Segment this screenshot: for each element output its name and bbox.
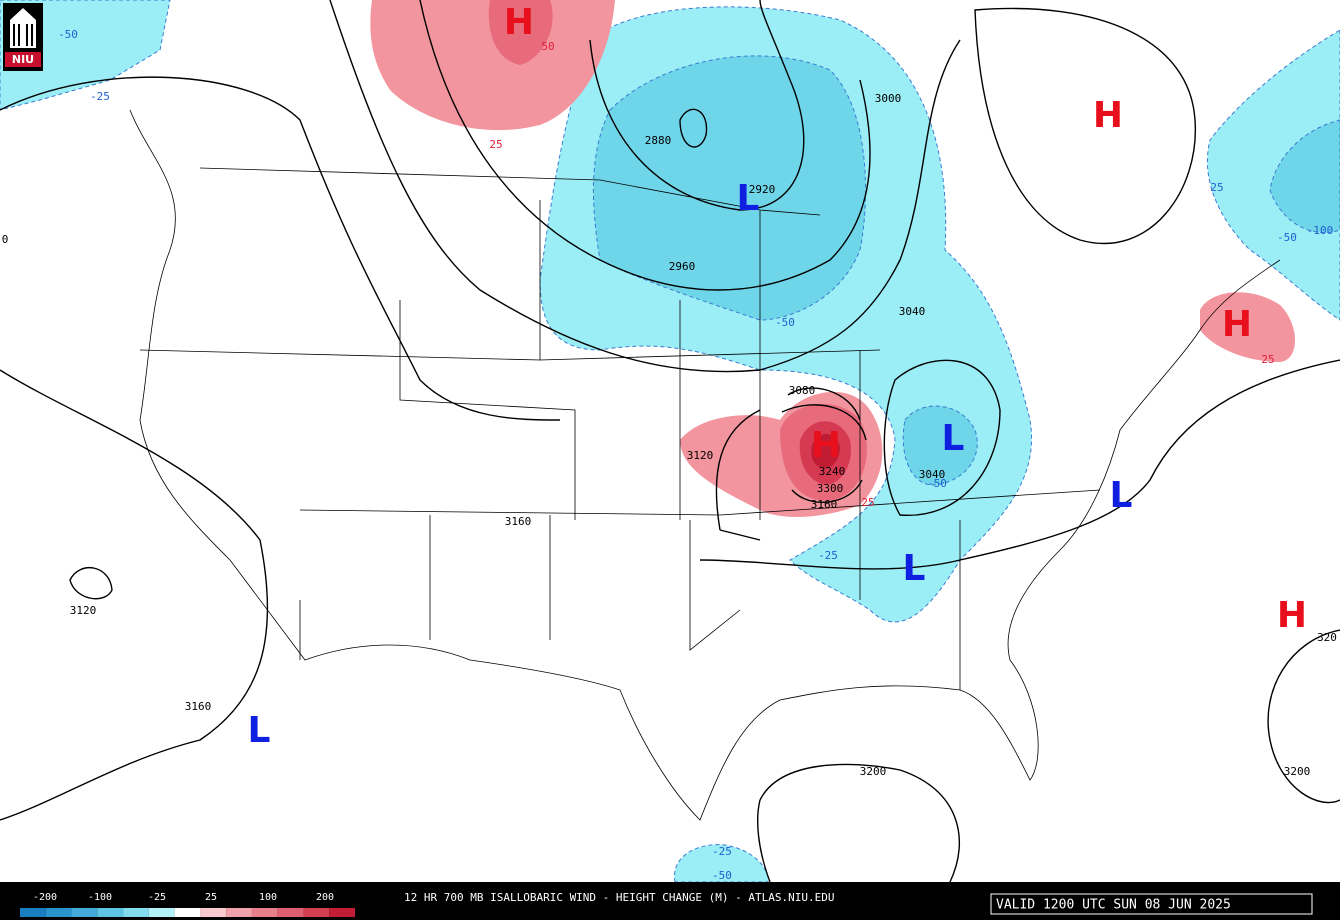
legend-swatch [45, 908, 72, 917]
map-labels: H H H H H L L L L L 2880 2920 2960 3000 3040 3040 3080 31… [2, 2, 1337, 882]
height-contour-label: 3120 [70, 604, 97, 617]
legend-label: -25 [148, 892, 166, 903]
legend-swatch [20, 908, 46, 917]
legend-label: 200 [316, 892, 334, 903]
valid-box [990, 893, 1313, 915]
height-contour-label: 3160 [185, 700, 212, 713]
legend-label: 100 [259, 892, 277, 903]
height-contour-label: 3160 [505, 515, 532, 528]
height-contour-label: 320 [1317, 631, 1337, 644]
legend-swatch [277, 908, 304, 917]
logo-text: NIU [12, 53, 34, 66]
color-legend: -200 -100 -25 25 100 200 [20, 892, 355, 917]
height-change-label: -25 [818, 549, 838, 562]
height-rise-shading [370, 0, 1295, 517]
height-contour-label: 3080 [789, 384, 816, 397]
legend-swatch [303, 908, 330, 917]
height-contour-label: 3040 [899, 305, 926, 318]
height-change-label: 25 [1210, 181, 1223, 194]
boundaries [129, 109, 1281, 821]
legend-swatch [226, 908, 252, 917]
legend-label: 25 [205, 892, 217, 903]
legend-swatch [251, 908, 278, 917]
height-change-label: 25 [1261, 353, 1274, 366]
legend-swatch [148, 908, 175, 917]
pressure-center: L [942, 418, 965, 459]
legend-swatch [200, 908, 227, 917]
height-contour-label: 3300 [817, 482, 844, 495]
height-change-label: 25 [861, 496, 874, 509]
legend-swatch [329, 908, 355, 917]
pressure-center: H [1222, 304, 1252, 345]
height-contour-label: 0 [2, 233, 9, 246]
height-change-label: -25 [712, 845, 732, 858]
height-contours [0, 0, 1340, 883]
pressure-center: L [737, 178, 760, 219]
height-fall-shading [0, 0, 1340, 883]
height-change-label: -50 [927, 477, 947, 490]
height-contour-label: 3240 [819, 465, 846, 478]
pressure-center: H [1093, 95, 1123, 136]
height-change-label: -50 [712, 869, 732, 882]
height-change-label: 50 [541, 40, 554, 53]
height-contour-label: 3200 [1284, 765, 1311, 778]
legend-label: -100 [88, 892, 112, 903]
legend-swatch [123, 908, 149, 917]
legend-label: -200 [33, 892, 57, 903]
height-change-label: -50 [1277, 231, 1297, 244]
height-contour-label: 3040 [919, 468, 946, 481]
height-contour-label: 3160 [811, 498, 838, 511]
height-change-label: -25 [90, 90, 110, 103]
height-change-label: -50 [58, 28, 78, 41]
pressure-center: L [248, 710, 271, 751]
height-change-label: -100 [1307, 224, 1334, 237]
legend-swatch [97, 908, 124, 917]
height-contour-label: 3200 [860, 765, 887, 778]
pressure-center: H [1277, 595, 1307, 636]
footer-title: 12 HR 700 MB ISALLOBARIC WIND - HEIGHT C… [404, 891, 834, 904]
height-contour-label: 3000 [875, 92, 902, 105]
pressure-center: L [1110, 475, 1133, 516]
height-contour-label: 2920 [749, 183, 776, 196]
legend-swatch [71, 908, 98, 917]
pressure-center: H [811, 425, 841, 466]
valid-time: VALID 1200 UTC SUN 08 JUN 2025 [996, 898, 1231, 913]
height-contour-label: 2960 [669, 260, 696, 273]
logo: NIU [3, 3, 43, 71]
height-change-label: -50 [775, 316, 795, 329]
height-change-label: 25 [489, 138, 502, 151]
height-contour-label: 3120 [687, 449, 714, 462]
pressure-center: H [504, 2, 534, 43]
pressure-center: L [903, 548, 926, 589]
legend-swatch [174, 908, 201, 917]
height-contour-label: 2880 [645, 134, 672, 147]
